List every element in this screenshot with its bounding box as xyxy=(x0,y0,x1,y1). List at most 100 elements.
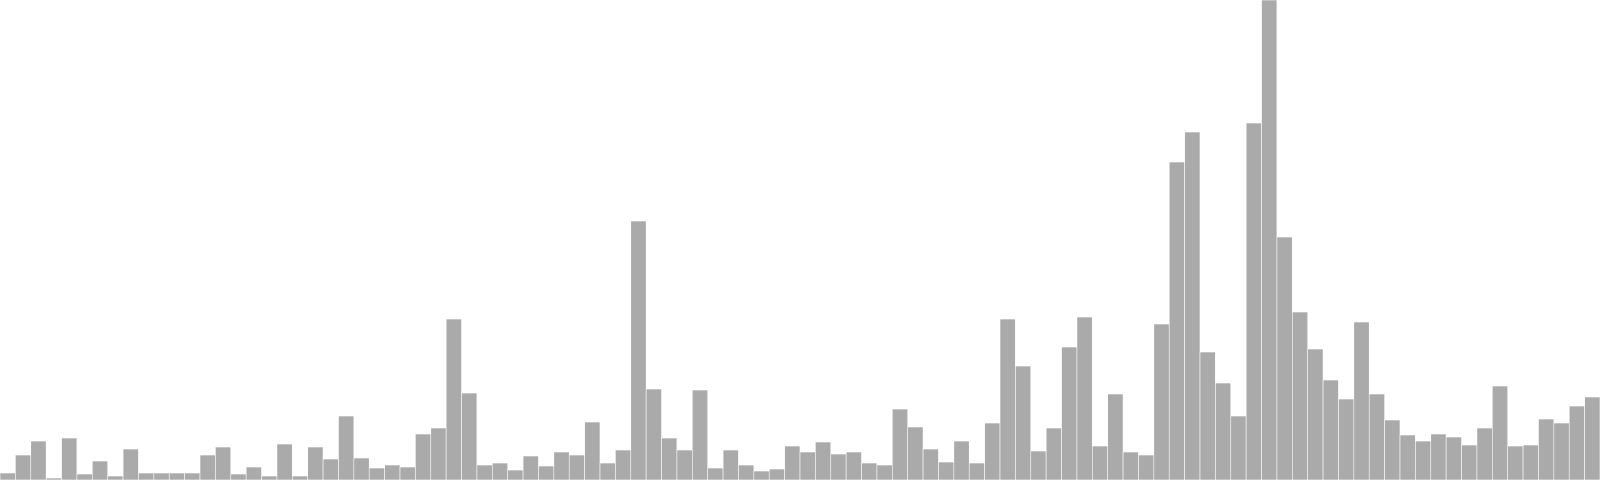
bar-96 xyxy=(1461,444,1478,480)
bar-7 xyxy=(92,460,108,480)
bar-39 xyxy=(584,421,601,480)
bar-64 xyxy=(968,462,985,480)
bar-60 xyxy=(907,426,924,480)
bar-71 xyxy=(1076,316,1093,480)
bar-5 xyxy=(61,437,78,480)
bar-66 xyxy=(999,318,1016,480)
bar-83 xyxy=(1261,0,1278,480)
bar-44 xyxy=(661,437,678,480)
bar-31 xyxy=(461,392,478,480)
bar-82 xyxy=(1245,122,1262,480)
bar-36 xyxy=(538,465,555,480)
bar-30 xyxy=(445,318,462,480)
bar-78 xyxy=(1184,131,1201,480)
bar-49 xyxy=(738,464,755,480)
bar-67 xyxy=(1015,365,1032,480)
bar-8 xyxy=(107,475,124,480)
bar-62 xyxy=(938,461,955,480)
bar-48 xyxy=(722,449,739,480)
bar-104 xyxy=(1584,396,1600,480)
bar-99 xyxy=(1507,445,1524,480)
bar-84 xyxy=(1276,236,1293,480)
bar-46 xyxy=(692,389,708,480)
bar-61 xyxy=(922,448,939,480)
bar-25 xyxy=(368,467,385,480)
bar-74 xyxy=(1122,451,1139,480)
bar-19 xyxy=(276,443,293,480)
bar-102 xyxy=(1553,422,1570,480)
bar-98 xyxy=(1492,385,1508,480)
bar-69 xyxy=(1045,427,1062,480)
bar-10 xyxy=(138,472,155,480)
bar-47 xyxy=(707,467,724,480)
bar-14 xyxy=(199,454,216,480)
bar-11 xyxy=(153,472,170,480)
bar-29 xyxy=(430,427,447,480)
bar-93 xyxy=(1415,440,1432,480)
bar-21 xyxy=(307,446,324,480)
bar-41 xyxy=(615,449,632,480)
bar-72 xyxy=(1092,445,1108,480)
bar-45 xyxy=(676,449,693,480)
bar-18 xyxy=(261,475,278,480)
bar-91 xyxy=(1384,419,1401,480)
bar-86 xyxy=(1307,348,1324,480)
bar-12 xyxy=(168,472,185,480)
bar-95 xyxy=(1445,436,1462,480)
bar-70 xyxy=(1061,346,1078,480)
bar-43 xyxy=(645,388,662,480)
bar-55 xyxy=(830,453,847,480)
bar-88 xyxy=(1338,398,1355,480)
bar-28 xyxy=(415,433,432,480)
bar-54 xyxy=(815,441,832,480)
bar-58 xyxy=(876,464,893,480)
bar-63 xyxy=(953,440,970,480)
bar-94 xyxy=(1430,433,1447,480)
bar-56 xyxy=(845,451,862,480)
bar-9 xyxy=(122,448,139,480)
bar-35 xyxy=(522,455,539,480)
bar-38 xyxy=(568,454,585,480)
bar-2 xyxy=(15,454,32,480)
bar-80 xyxy=(1215,382,1232,480)
bar-51 xyxy=(768,468,785,480)
bar-50 xyxy=(753,470,770,480)
bar-97 xyxy=(1476,427,1493,480)
bar-76 xyxy=(1153,323,1170,480)
bar-103 xyxy=(1568,405,1585,480)
bar-34 xyxy=(507,469,524,480)
bar-3 xyxy=(30,440,47,480)
bar-22 xyxy=(322,458,339,480)
bar-6 xyxy=(76,473,93,480)
bar-16 xyxy=(230,473,247,480)
bar-1 xyxy=(0,472,16,480)
bar-33 xyxy=(492,462,508,480)
bar-57 xyxy=(861,462,878,480)
bar-40 xyxy=(599,462,616,480)
bar-59 xyxy=(892,408,908,480)
bar-100 xyxy=(1522,444,1539,480)
bar-85 xyxy=(1292,311,1308,480)
bar-32 xyxy=(476,464,493,480)
bar-73 xyxy=(1107,393,1124,480)
bar-42 xyxy=(630,220,647,480)
bar-92 xyxy=(1399,434,1416,480)
bar-24 xyxy=(353,457,370,480)
bar-68 xyxy=(1030,450,1047,480)
bar-53 xyxy=(799,451,816,480)
bar-23 xyxy=(338,415,355,480)
bar-27 xyxy=(399,466,416,480)
bar-101 xyxy=(1538,418,1555,480)
bar-20 xyxy=(292,475,308,480)
bar-26 xyxy=(384,464,401,480)
bar-89 xyxy=(1353,321,1370,480)
bar-52 xyxy=(784,445,801,480)
bar-79 xyxy=(1199,351,1216,480)
bar-90 xyxy=(1368,393,1385,480)
bar-65 xyxy=(984,422,1001,480)
bar-17 xyxy=(245,466,262,480)
bar-15 xyxy=(215,446,232,480)
bar-75 xyxy=(1138,454,1155,480)
